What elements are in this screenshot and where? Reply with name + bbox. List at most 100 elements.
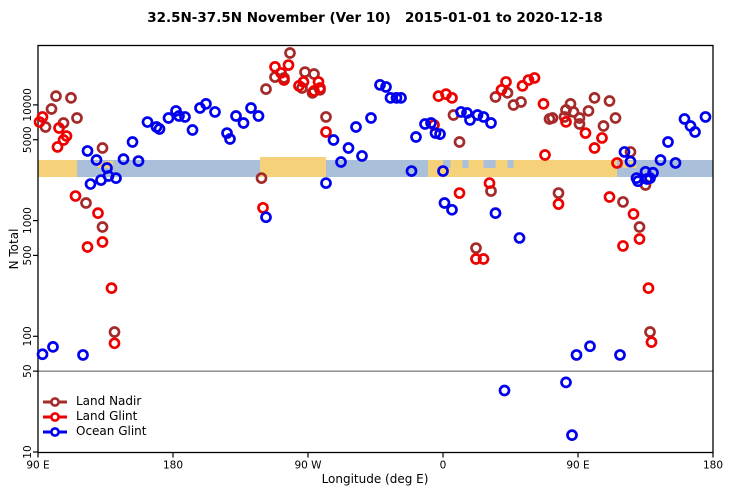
data-point — [230, 110, 242, 122]
data-point — [245, 102, 257, 114]
data-point — [596, 132, 608, 144]
data-point — [446, 203, 458, 216]
x-tick-label: 90 E — [566, 460, 589, 472]
legend-label: Ocean Glint — [76, 424, 147, 438]
data-point — [662, 136, 674, 148]
data-point — [350, 121, 362, 133]
data-point — [395, 92, 407, 104]
data-point — [453, 187, 466, 199]
data-point — [597, 120, 610, 132]
y-tick-label: 50 — [22, 364, 34, 377]
data-point — [260, 83, 272, 95]
data-point — [446, 92, 458, 104]
legend-marker-icon — [43, 396, 67, 407]
data-point — [92, 207, 104, 219]
data-point — [513, 232, 526, 244]
data-point — [609, 112, 622, 124]
data-point — [380, 81, 392, 93]
data-point — [320, 177, 332, 189]
series-ocean-glint — [36, 79, 712, 441]
data-point — [96, 221, 109, 233]
data-point — [141, 116, 154, 128]
data-point — [278, 74, 290, 86]
data-point — [110, 172, 122, 184]
data-point — [644, 326, 656, 338]
data-point — [566, 429, 578, 441]
data-point — [633, 221, 646, 233]
data-point — [374, 79, 386, 91]
data-point — [438, 197, 451, 209]
data-point — [678, 113, 691, 125]
data-point — [71, 112, 83, 124]
y-axis: 10 50 100 500 1000 5000 10000 — [22, 88, 38, 459]
data-point — [528, 72, 541, 84]
chart-title: 32.5N-37.5N November (Ver 10) 2015-01-01… — [147, 10, 603, 26]
data-point — [588, 142, 601, 154]
data-point — [65, 92, 77, 104]
data-point — [489, 91, 502, 103]
data-point — [410, 131, 422, 143]
data-point — [356, 150, 368, 162]
data-point — [384, 92, 397, 104]
data-point — [617, 196, 629, 208]
data-point — [437, 165, 449, 177]
legend-item-land-glint: Land Glint — [42, 409, 146, 424]
map-band-ocean-patch — [507, 160, 514, 168]
y-tick-label: 500 — [22, 245, 34, 265]
data-point — [57, 134, 70, 146]
data-point — [255, 172, 268, 184]
data-point — [537, 98, 550, 110]
data-point — [365, 112, 377, 124]
data-point — [515, 96, 527, 108]
x-axis-title: Longitude (deg E) — [321, 472, 429, 486]
data-point — [470, 242, 482, 254]
data-point — [53, 122, 65, 134]
data-point — [453, 136, 466, 148]
data-point — [260, 211, 272, 224]
data-point — [567, 106, 580, 118]
data-point — [627, 208, 640, 220]
data-point — [81, 145, 94, 157]
data-point — [308, 85, 320, 97]
data-point — [186, 124, 199, 136]
data-point — [560, 376, 572, 389]
data-point — [603, 95, 616, 107]
data-point — [81, 241, 94, 253]
data-point — [96, 142, 109, 154]
data-point — [573, 112, 586, 124]
data-point — [90, 154, 103, 166]
y-tick-label: 10000 — [22, 88, 34, 121]
x-tick-label: 0 — [440, 460, 447, 472]
data-point — [419, 118, 431, 130]
data-point — [390, 92, 403, 104]
data-point — [603, 191, 616, 203]
data-point — [495, 83, 508, 96]
data-point — [539, 149, 551, 161]
data-point — [588, 92, 601, 104]
data-point — [327, 134, 340, 146]
data-point — [36, 348, 49, 361]
data-point — [573, 118, 586, 130]
data-point — [405, 165, 418, 177]
data-point — [33, 116, 46, 128]
data-point — [425, 117, 437, 129]
data-point — [108, 337, 121, 350]
data-point — [209, 106, 221, 118]
data-point — [642, 282, 655, 294]
data-point — [47, 341, 59, 353]
data-point — [584, 340, 596, 353]
y-tick-label: 1000 — [22, 207, 34, 234]
data-point — [477, 111, 490, 123]
x-tick-label: 90 E — [26, 460, 49, 472]
legend: Land Nadir Land Glint Ocean Glint — [42, 394, 146, 439]
x-tick-label: 180 — [703, 460, 723, 472]
data-point — [689, 126, 701, 138]
data-point — [80, 197, 92, 209]
data-point — [632, 175, 644, 188]
series-land-glint — [33, 59, 658, 350]
data-point — [117, 153, 130, 165]
y-tick-label: 100 — [22, 326, 34, 346]
data-point — [299, 66, 311, 78]
